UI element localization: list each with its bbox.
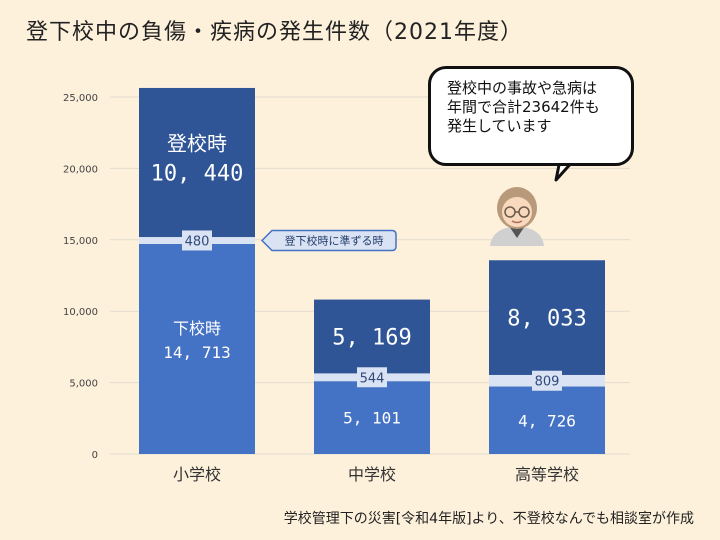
person-avatar-icon xyxy=(490,187,544,246)
annotation-callout-box xyxy=(260,229,397,252)
callout-line-2: 年間で合計23642件も xyxy=(447,98,600,116)
bar-lower-segment xyxy=(139,243,255,454)
bar-lower-segment xyxy=(314,381,430,454)
y-tick-label: 20,000 xyxy=(63,164,98,175)
y-tick-label: 0 xyxy=(92,450,98,461)
y-tick-label: 25,000 xyxy=(63,93,98,104)
bar-upper-segment xyxy=(139,87,255,238)
bar-upper-segment xyxy=(489,260,605,375)
series-name-upper: 登校時 xyxy=(167,132,227,156)
annotation-text: 登下校時に準ずる時 xyxy=(285,233,384,247)
source-note: 学校管理下の災害[令和4年版]より、不登校なんでも相談室が作成 xyxy=(283,511,694,527)
speech-bubble: 登校中の事故や急病は 年間で合計23642件も 発生しています xyxy=(428,66,634,166)
middle-label-badge xyxy=(182,230,212,251)
chart-title: 登下校中の負傷・疾病の発生件数（2021年度） xyxy=(26,20,523,45)
middle-label-badge xyxy=(357,367,387,388)
x-category-label: 高等学校 xyxy=(515,465,579,484)
series-name-lower: 下校時 xyxy=(173,319,221,338)
data-label-middle: 480 xyxy=(185,234,210,249)
x-category-label: 中学校 xyxy=(348,465,396,484)
y-tick-label: 5,000 xyxy=(69,379,98,390)
y-tick-label: 15,000 xyxy=(63,236,98,247)
data-label-middle: 809 xyxy=(535,375,560,390)
data-label-lower: 14, 713 xyxy=(163,343,230,362)
data-label-upper: 5, 169 xyxy=(332,325,411,350)
y-tick-label: 10,000 xyxy=(63,307,98,318)
callout-line-1: 登校中の事故や急病は xyxy=(447,79,598,97)
data-label-lower: 5, 101 xyxy=(343,409,401,428)
bar-lower-segment xyxy=(489,386,605,454)
data-label-lower: 4, 726 xyxy=(518,411,576,430)
callout-line-3: 発生しています xyxy=(447,117,552,135)
x-category-label: 小学校 xyxy=(173,465,221,484)
middle-label-badge xyxy=(532,370,562,391)
data-label-upper: 8, 033 xyxy=(507,307,586,332)
data-label-upper: 10, 440 xyxy=(151,162,244,187)
data-label-middle: 544 xyxy=(360,371,385,386)
bar-upper-segment xyxy=(314,299,430,374)
